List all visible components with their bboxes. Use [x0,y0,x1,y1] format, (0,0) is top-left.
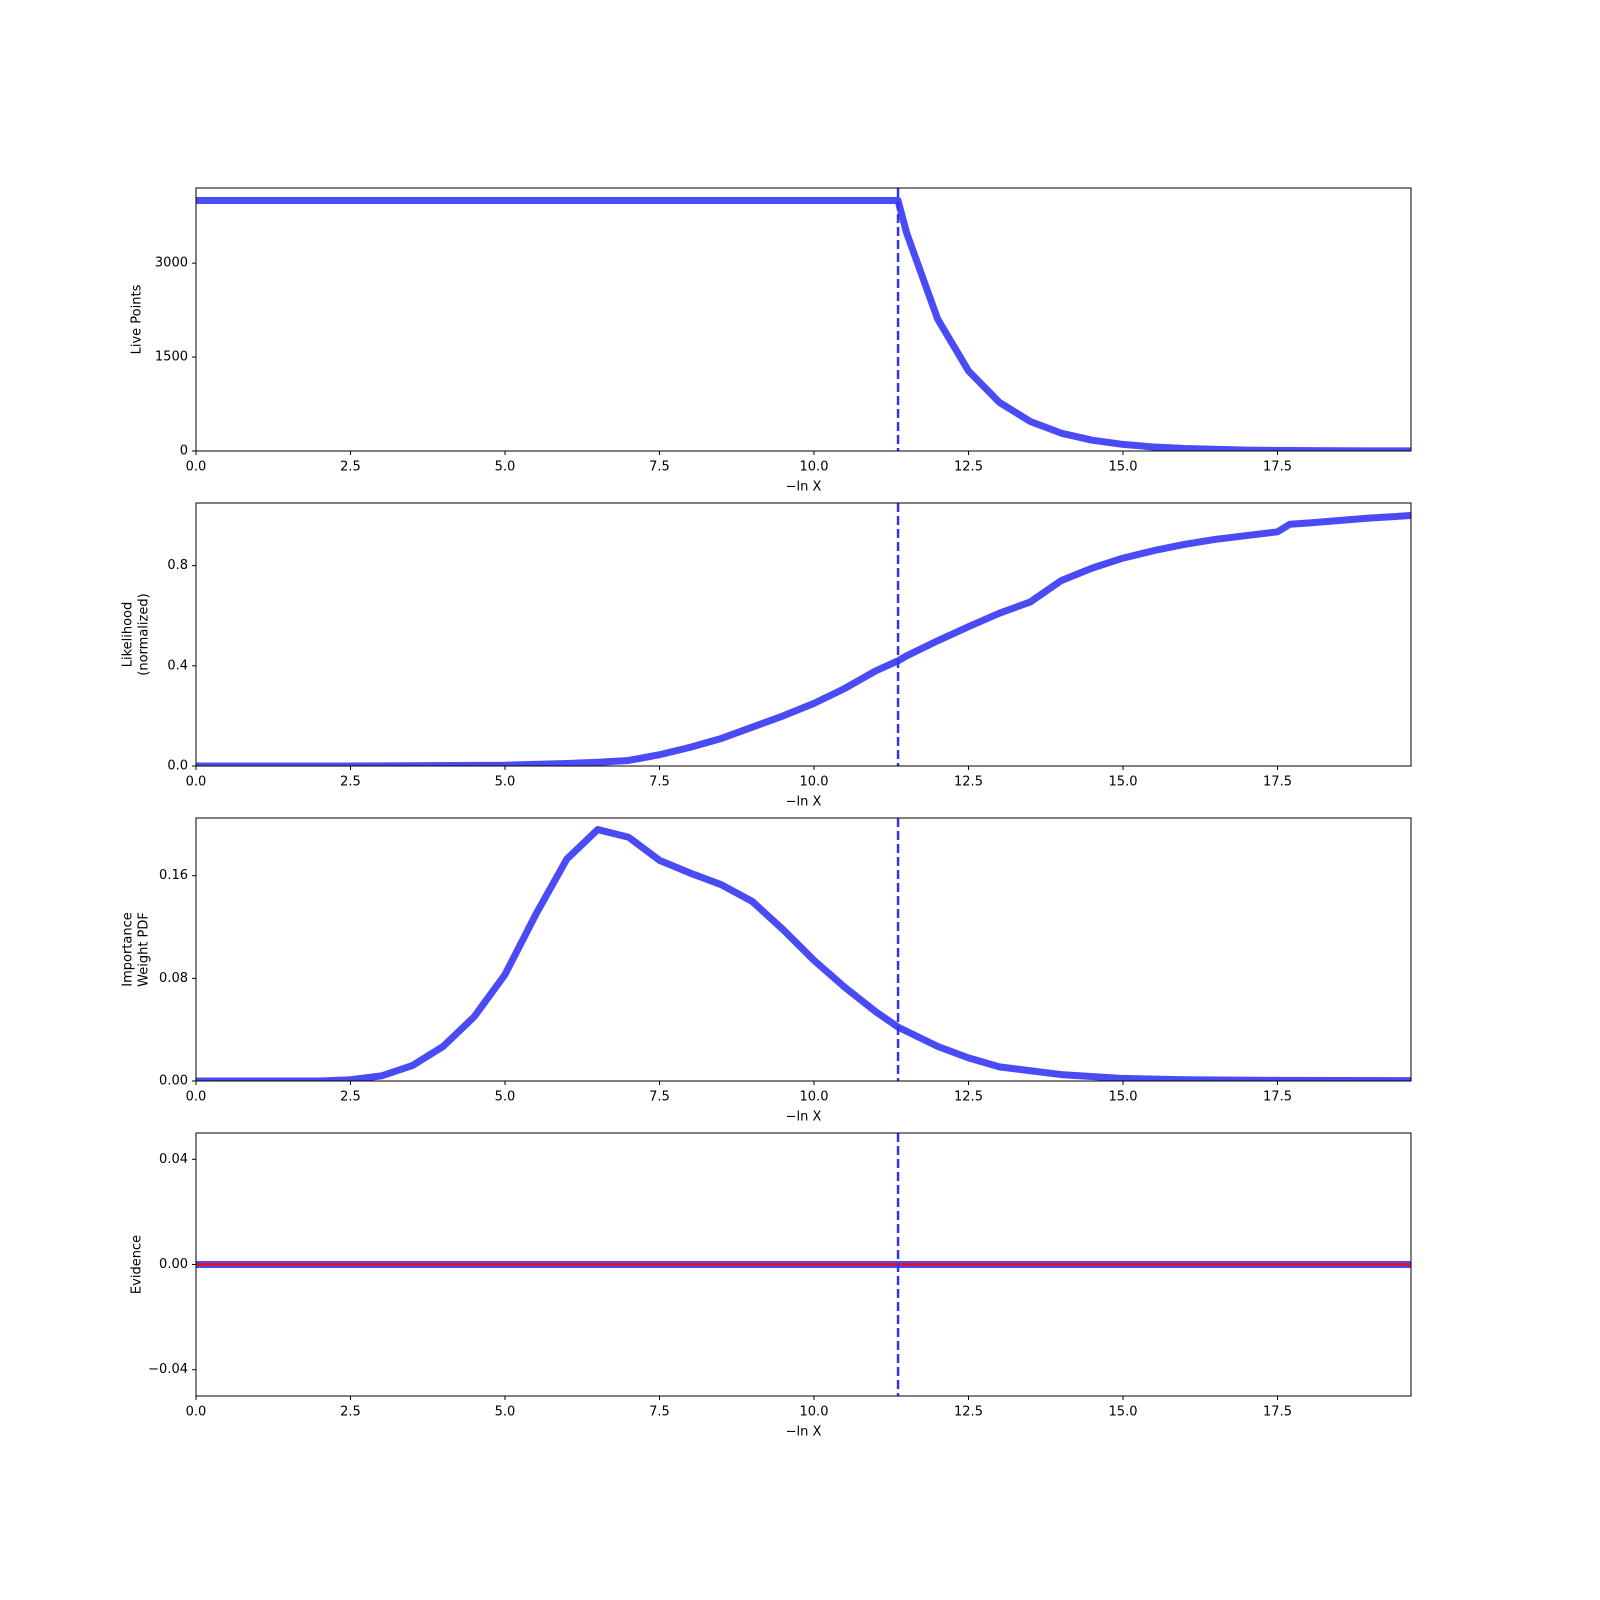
axes-frame [195,187,1412,452]
y-tick-label: 0.00 [159,1257,188,1272]
x-tick-label: 7.5 [649,460,670,475]
x-tick-label: 10.0 [800,775,829,790]
x-tick-label: 0.0 [186,1405,207,1420]
data-line [196,512,1411,766]
y-axis-label: Evidence [130,1235,145,1294]
x-tick-label: 15.0 [1109,460,1138,475]
plot-area [196,503,1411,766]
y-axis-label: Likelihood [121,602,136,668]
x-tick-label: 0.0 [186,1090,207,1105]
axes-frame [195,817,1412,1082]
y-tick-label: 1500 [155,350,188,365]
data-line [196,826,1411,1081]
x-tick-label: 15.0 [1109,1090,1138,1105]
x-tick-label: 5.0 [495,460,516,475]
x-tick-label: 5.0 [495,775,516,790]
y-tick-label: 0.08 [159,971,188,986]
y-axis-label: (normalized) [137,593,152,675]
plot-area [196,188,1411,451]
x-tick-label: 2.5 [340,1090,361,1105]
x-axis-label: −ln X [786,480,822,495]
x-tick-label: 17.5 [1263,460,1292,475]
x-tick-label: 17.5 [1263,775,1292,790]
x-tick-label: 12.5 [954,1405,983,1420]
x-axis-label: −ln X [786,795,822,810]
y-tick-label: 0.00 [159,1074,188,1089]
x-tick-label: 2.5 [340,1405,361,1420]
x-tick-label: 7.5 [649,1090,670,1105]
x-tick-label: 5.0 [495,1090,516,1105]
x-tick-label: 15.0 [1109,775,1138,790]
axes-frame [195,502,1412,767]
y-tick-label: 0.04 [159,1152,188,1167]
y-tick-label: 0.0 [167,759,188,774]
x-tick-label: 10.0 [800,1405,829,1420]
subplot: 0.0 2.5 5.0 7.5 10.0 12.5 15.0 17.5 −0.04 0.00 0.0… [130,1132,1412,1440]
x-tick-label: 5.0 [495,1405,516,1420]
x-tick-label: 0.0 [186,775,207,790]
y-tick-label: 0.16 [159,868,188,883]
subplot: 0.0 2.5 5.0 7.5 10.0 12.5 15.0 17.5 0.0 0.4 0.8 −ln… [121,502,1412,810]
x-tick-label: 12.5 [954,460,983,475]
x-tick-label: 17.5 [1263,1405,1292,1420]
y-tick-label: 0.4 [167,658,188,673]
x-tick-label: 0.0 [186,460,207,475]
x-tick-label: 15.0 [1109,1405,1138,1420]
x-tick-label: 12.5 [954,1090,983,1105]
y-tick-label: 0 [180,444,188,459]
y-tick-label: 0.8 [167,558,188,573]
y-tick-label: 3000 [155,256,188,271]
x-axis-label: −ln X [786,1425,822,1440]
x-tick-label: 7.5 [649,775,670,790]
y-tick-label: −0.04 [148,1362,188,1377]
subplot: 0.0 2.5 5.0 7.5 10.0 12.5 15.0 17.5 0.00 0.08 0.16… [121,817,1412,1125]
x-tick-label: 10.0 [800,1090,829,1105]
x-axis-label: −ln X [786,1110,822,1125]
x-tick-label: 2.5 [340,775,361,790]
plot-area [196,1133,1411,1396]
y-axis-label: Importance [121,912,136,987]
x-tick-label: 2.5 [340,460,361,475]
x-tick-label: 7.5 [649,1405,670,1420]
y-axis-label: Live Points [130,284,145,354]
y-axis-label: Weight PDF [137,912,152,987]
data-line [196,197,1411,451]
x-tick-label: 10.0 [800,460,829,475]
x-tick-label: 17.5 [1263,1090,1292,1105]
x-tick-label: 12.5 [954,775,983,790]
subplot: 0.0 2.5 5.0 7.5 10.0 12.5 15.0 17.5 0 1500 3000 −ln… [130,187,1412,495]
plot-area [196,818,1411,1081]
